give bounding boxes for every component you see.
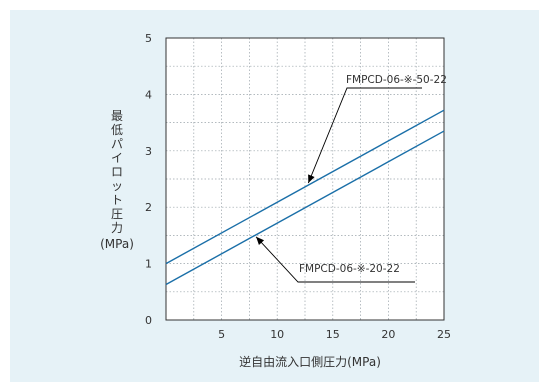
x-axis-label: 逆自由流入口側圧力(MPa)	[239, 354, 381, 369]
series-line-1	[165, 109, 445, 265]
y-tick-label: 3	[145, 145, 152, 158]
leader-line-series-2	[255, 236, 415, 283]
plot-frame	[165, 37, 445, 321]
tick-labels: 5 10 15 20 25 0 1 2 3 4 5	[145, 32, 451, 341]
series-line-2	[165, 130, 445, 286]
y-axis-label-char: パ	[111, 137, 123, 151]
x-tick-label: 20	[381, 328, 395, 341]
series-label-2: FMPCD-06-※-20-22	[299, 263, 400, 275]
y-axis-label-char: 力	[111, 221, 123, 235]
arrowhead-series-2	[256, 236, 265, 246]
series-lines	[165, 109, 445, 286]
series-label-1: FMPCD-06-※-50-22	[346, 74, 447, 86]
y-axis-label-char: イ	[111, 151, 123, 165]
y-tick-label: 1	[145, 258, 152, 271]
y-tick-label: 2	[145, 201, 152, 214]
y-axis-label-char: 最	[111, 109, 123, 123]
y-axis-label-char: 圧	[111, 207, 123, 221]
leader-line-series-1	[307, 87, 422, 184]
x-tick-label: 10	[270, 328, 284, 341]
y-axis-label-char: ト	[111, 193, 123, 207]
y-tick-label: 4	[145, 88, 152, 101]
series-annotations: FMPCD-06-※-50-22 FMPCD-06-※-20-22	[255, 74, 447, 283]
x-tick-label: 5	[218, 328, 225, 341]
y-axis-label-char: ロ	[111, 165, 123, 179]
grid	[166, 38, 444, 320]
y-axis-label-char: ッ	[111, 179, 123, 193]
x-tick-label: 25	[437, 328, 451, 341]
y-tick-label: 5	[145, 32, 152, 45]
y-tick-label: 0	[145, 314, 152, 327]
arrowhead-series-1	[308, 174, 315, 184]
chart-panel: 5 10 15 20 25 0 1 2 3 4 5 FMPCD-06-※-50-22 FMPCD-06…	[10, 10, 539, 382]
y-axis-label-unit: (MPa)	[100, 237, 134, 251]
y-axis-label-char: 低	[111, 123, 123, 137]
x-tick-label: 15	[326, 328, 340, 341]
